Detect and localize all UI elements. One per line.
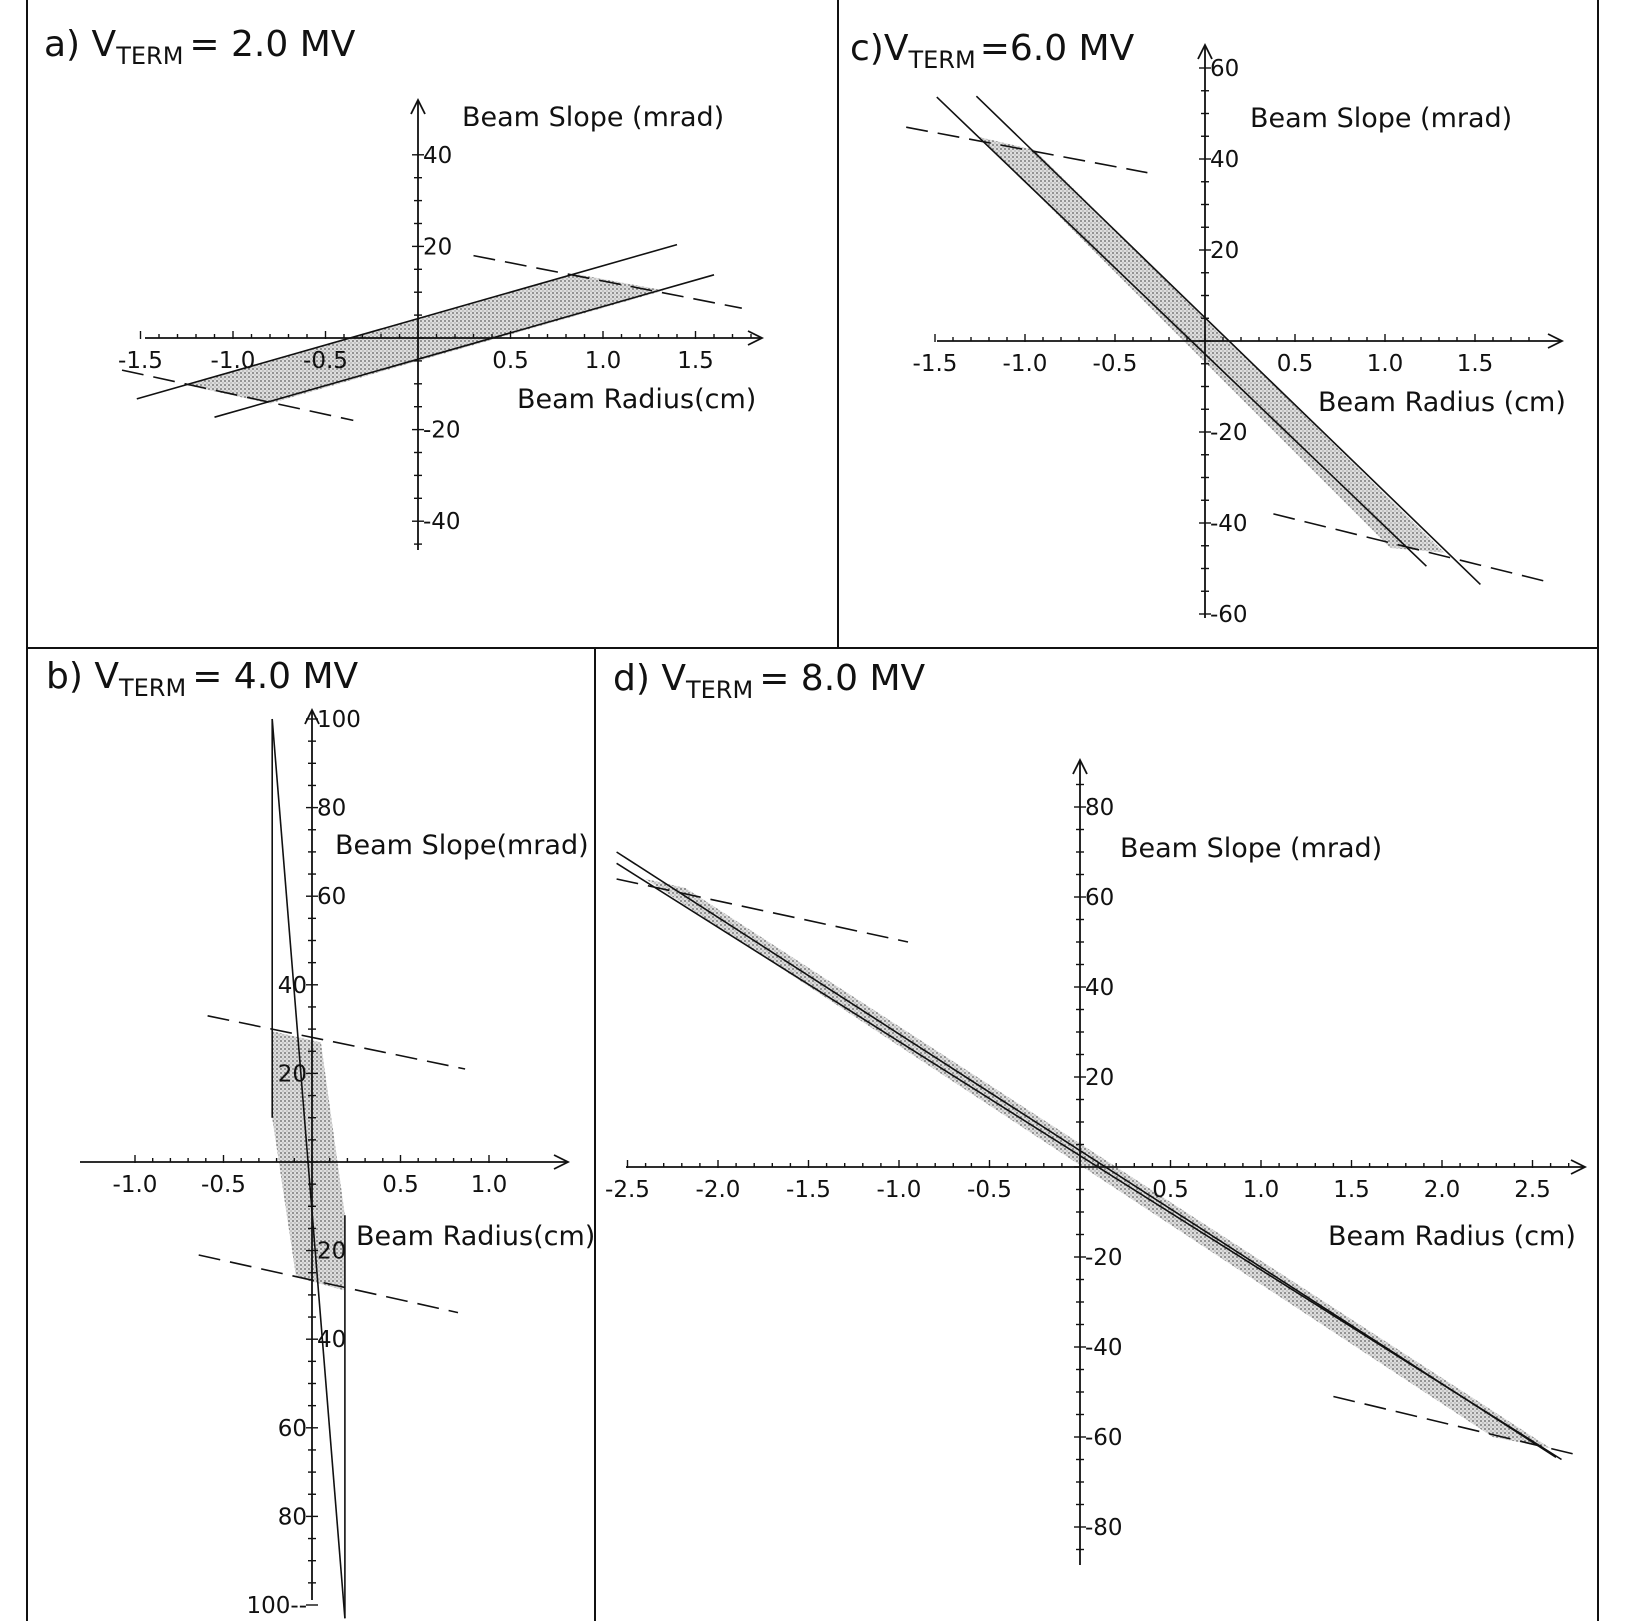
panel-b-y-tick-label: 100-- bbox=[247, 1593, 308, 1619]
panel-a-x-tick-label: -0.5 bbox=[303, 348, 348, 374]
panel-c-y-tick-label: -20 bbox=[1210, 420, 1248, 446]
panel-c-x-arrow bbox=[1547, 333, 1565, 349]
panel-b-y-tick-label: 80 bbox=[317, 796, 346, 822]
panel-c-x-tick-label: 0.5 bbox=[1277, 351, 1314, 377]
panel-c-x-tick-label: 1.0 bbox=[1367, 351, 1404, 377]
panel-c-y-tick-label: -40 bbox=[1210, 511, 1248, 537]
panel-d: d) VTERM = 8.0 MV Beam Slope (mrad) Beam … bbox=[605, 658, 1588, 1565]
panel-d-dashed-line bbox=[1333, 1395, 1578, 1456]
panel-d-y-tick-label: 20 bbox=[1085, 1065, 1114, 1091]
panel-d-y-tick-label: 80 bbox=[1085, 795, 1114, 821]
panel-a-title: a) VTERM = 2.0 MV bbox=[44, 24, 356, 70]
panel-a-y-tick-label: 20 bbox=[423, 234, 452, 260]
panel-c: c)VTERM =6.0 MV Beam Slope (mrad) Beam Ra… bbox=[850, 28, 1566, 628]
panel-b-x-tick-label: -0.5 bbox=[201, 1172, 246, 1198]
panel-c-y-arrow bbox=[1197, 42, 1213, 60]
panel-a-solid-line bbox=[214, 274, 715, 418]
panel-d-x-tick-label: 1.5 bbox=[1333, 1177, 1370, 1203]
panel-c-y-tick-label: 40 bbox=[1210, 147, 1239, 173]
panel-b-title: b) VTERM = 4.0 MV bbox=[46, 656, 359, 702]
panel-b-y-tick-label: 20 bbox=[278, 1061, 307, 1087]
panel-b-solid-line bbox=[271, 718, 346, 1619]
panel-a-solid-line bbox=[136, 243, 678, 400]
panel-b-ylabel: Beam Slope(mrad) bbox=[335, 830, 589, 861]
panel-d-dashed-line bbox=[616, 878, 909, 943]
panel-d-x-tick-label: -1.5 bbox=[786, 1177, 831, 1203]
panel-d-x-tick-label: -2.0 bbox=[696, 1177, 741, 1203]
panel-c-y-tick-label: 60 bbox=[1210, 56, 1239, 82]
panel-d-x-tick-label: -2.5 bbox=[605, 1177, 650, 1203]
panel-a-x-tick-label: -1.0 bbox=[211, 348, 256, 374]
panel-c-title: c)VTERM =6.0 MV bbox=[850, 28, 1135, 74]
panel-c-plot: -1.5 -1.0 -0.5 0.5 1.0 1.5 60 40 20 -20 -40 -60 bbox=[906, 42, 1565, 628]
panel-a-ylabel: Beam Slope (mrad) bbox=[462, 102, 724, 133]
panel-c-x-tick-label: 1.5 bbox=[1457, 351, 1494, 377]
panel-d-plot: -2.5 -2.0 -1.5 -1.0 -0.5 0.5 1.0 1.5 2.0 2.5 80 60 4… bbox=[605, 757, 1588, 1565]
panel-d-title: d) VTERM = 8.0 MV bbox=[613, 658, 926, 704]
panel-d-xlabel: Beam Radius (cm) bbox=[1328, 1221, 1576, 1252]
panel-a-dashed-line bbox=[121, 369, 354, 422]
panel-d-y-tick-label: 60 bbox=[1085, 885, 1114, 911]
panel-a-y-tick-label: 40 bbox=[423, 143, 452, 169]
panel-b: b) VTERM = 4.0 MV Beam Slope(mrad) Beam R… bbox=[46, 656, 595, 1619]
panel-b-y-tick-label: 80 bbox=[278, 1504, 307, 1530]
panel-c-xlabel: Beam Radius (cm) bbox=[1318, 387, 1566, 418]
panel-b-y-tick-label: 60 bbox=[278, 1416, 307, 1442]
panel-d-x-arrow bbox=[1570, 1159, 1588, 1175]
panel-b-x-tick-label: 1.0 bbox=[471, 1172, 508, 1198]
panel-b-y-tick-label: 20 bbox=[317, 1239, 346, 1265]
panel-d-y-arrow bbox=[1072, 757, 1088, 775]
panel-d-x-tick-label: 2.0 bbox=[1424, 1177, 1461, 1203]
panel-c-solid-line bbox=[936, 96, 1427, 567]
panel-a-y-arrow bbox=[410, 97, 426, 115]
panel-d-x-tick-label: -0.5 bbox=[967, 1177, 1012, 1203]
panel-a-x-tick-label: 1.5 bbox=[677, 348, 714, 374]
panel-a-dashed-line bbox=[473, 254, 742, 309]
panel-a-y-tick-label: -40 bbox=[423, 509, 461, 535]
panel-b-y-tick-label: 60 bbox=[317, 884, 346, 910]
panel-a-plot: -1.5 -1.0 -0.5 0.5 1.0 1.5 40 20 -20 -40 bbox=[118, 97, 765, 550]
panel-a-x-tick-label: -1.5 bbox=[118, 348, 163, 374]
panel-d-y-tick-label: -80 bbox=[1085, 1515, 1123, 1541]
panel-b-x-tick-label: -1.0 bbox=[113, 1172, 158, 1198]
panel-b-x-arrow bbox=[553, 1154, 571, 1170]
panel-d-x-tick-label: -1.0 bbox=[877, 1177, 922, 1203]
panel-a-x-tick-label: 0.5 bbox=[492, 348, 529, 374]
panel-c-acceptance-region bbox=[980, 137, 1445, 553]
panel-b-dashed-line bbox=[207, 1015, 466, 1070]
panel-d-x-tick-label: 2.5 bbox=[1514, 1177, 1551, 1203]
panel-a-x-arrow bbox=[747, 330, 765, 346]
panel-c-x-tick-label: -0.5 bbox=[1093, 351, 1138, 377]
panel-a-xlabel: Beam Radius(cm) bbox=[517, 384, 756, 415]
panel-b-y-tick-label: 100 bbox=[317, 707, 361, 733]
panel-b-x-tick-label: 0.5 bbox=[382, 1172, 419, 1198]
panel-d-x-tick-label: 0.5 bbox=[1152, 1177, 1189, 1203]
panel-d-y-tick-label: -20 bbox=[1085, 1245, 1123, 1271]
panel-c-dashed-line bbox=[1273, 513, 1549, 583]
panel-d-y-tick-label: 40 bbox=[1085, 975, 1114, 1001]
panel-c-y-tick-label: -60 bbox=[1210, 602, 1248, 628]
panel-c-x-tick-label: -1.5 bbox=[913, 351, 958, 377]
panel-d-y-tick-label: -60 bbox=[1085, 1425, 1123, 1451]
panel-d-x-tick-label: 1.0 bbox=[1243, 1177, 1280, 1203]
panel-a-y-tick-label: -20 bbox=[423, 418, 461, 444]
panel-frame bbox=[26, 0, 1599, 1621]
panel-d-ylabel: Beam Slope (mrad) bbox=[1120, 833, 1382, 864]
panel-b-dashed-line bbox=[198, 1254, 459, 1314]
panel-a: a) VTERM = 2.0 MV Beam Slope (mrad) Beam … bbox=[44, 24, 765, 550]
panel-d-solid-line bbox=[616, 851, 1557, 1458]
panel-c-ylabel: Beam Slope (mrad) bbox=[1250, 103, 1512, 134]
panel-b-xlabel: Beam Radius(cm) bbox=[356, 1221, 595, 1252]
panel-c-y-tick-label: 20 bbox=[1210, 238, 1239, 264]
panel-c-x-tick-label: -1.0 bbox=[1003, 351, 1048, 377]
panel-a-x-tick-label: 1.0 bbox=[585, 348, 622, 374]
panel-c-solid-line bbox=[975, 95, 1481, 585]
panel-c-dashed-line bbox=[906, 126, 1148, 174]
panel-d-y-tick-label: -40 bbox=[1085, 1335, 1123, 1361]
